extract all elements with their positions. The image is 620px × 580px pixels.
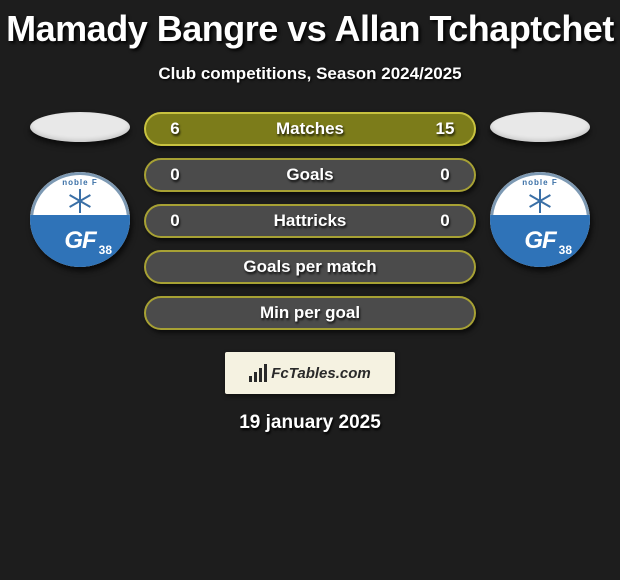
right-club-badge: noble F GF 38: [490, 172, 590, 267]
snowflake-icon: [528, 189, 552, 213]
stat-label: Goals: [188, 165, 432, 185]
stat-bar: Goals per match: [144, 250, 476, 284]
stat-left-value: 6: [162, 119, 188, 139]
stat-label: Min per goal: [188, 303, 432, 323]
right-badge-num: 38: [559, 243, 572, 257]
watermark: FcTables.com: [225, 352, 395, 394]
stat-label: Matches: [188, 119, 432, 139]
snowflake-icon: [68, 189, 92, 213]
page-title: Mamady Bangre vs Allan Tchaptchet: [0, 0, 620, 50]
stat-bars: 6Matches150Goals00Hattricks0Goals per ma…: [140, 112, 480, 330]
stat-label: Hattricks: [188, 211, 432, 231]
stat-bar: 6Matches15: [144, 112, 476, 146]
stat-bar: 0Goals0: [144, 158, 476, 192]
page-subtitle: Club competitions, Season 2024/2025: [0, 64, 620, 84]
left-flag-icon: [30, 112, 130, 142]
left-side: noble F GF 38: [20, 112, 140, 267]
footer-date: 19 january 2025: [0, 412, 620, 434]
bar-chart-icon: [249, 364, 267, 382]
right-badge-main: GF: [524, 227, 555, 255]
right-side: noble F GF 38: [480, 112, 600, 267]
stat-right-value: 0: [432, 165, 458, 185]
right-flag-icon: [490, 112, 590, 142]
left-club-badge: noble F GF 38: [30, 172, 130, 267]
stat-label: Goals per match: [188, 257, 432, 277]
left-badge-top-text: noble F: [36, 178, 124, 187]
watermark-text: FcTables.com: [271, 365, 370, 382]
stat-right-value: 0: [432, 211, 458, 231]
stat-left-value: 0: [162, 211, 188, 231]
stat-left-value: 0: [162, 165, 188, 185]
comparison-panel: noble F GF 38 6Matches150Goals00Hattrick…: [0, 112, 620, 330]
left-badge-num: 38: [99, 243, 112, 257]
stat-bar: Min per goal: [144, 296, 476, 330]
right-badge-top-text: noble F: [496, 178, 584, 187]
stat-bar: 0Hattricks0: [144, 204, 476, 238]
left-badge-main: GF: [64, 227, 95, 255]
stat-right-value: 15: [432, 119, 458, 139]
